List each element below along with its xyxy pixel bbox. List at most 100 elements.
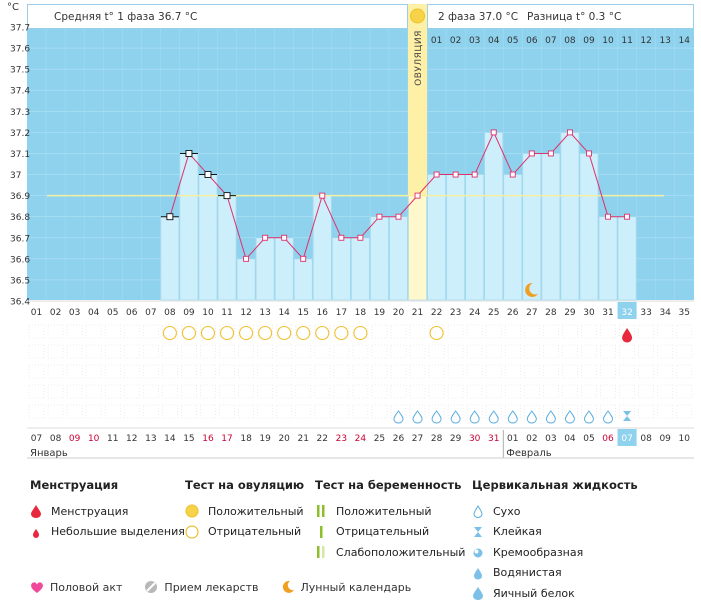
unit-label: °C (7, 2, 19, 13)
temperature-point (204, 171, 212, 178)
symbol-cell (314, 364, 331, 379)
legend-ovulation-test: Тест на овуляцию Положительный Отрицател… (185, 478, 304, 542)
calendar-date-label: 26 (393, 434, 405, 444)
symbol-cell (523, 324, 540, 339)
symbol-cell (581, 344, 597, 359)
y-tick-label: 36.6 (10, 255, 30, 265)
symbol-cell (352, 324, 369, 339)
cycle-day-label: 24 (469, 308, 481, 318)
post-ovulation-day-label: 09 (583, 36, 595, 46)
empty-circle-icon (185, 525, 199, 539)
symbol-cell (466, 384, 483, 399)
cycle-day-label: 02 (50, 308, 61, 318)
temperature-bar (598, 216, 618, 301)
symbol-cell (371, 364, 388, 379)
symbol-cell (333, 384, 350, 399)
fluid-dry-icon (393, 410, 404, 424)
ovulation-test-negative-icon (296, 325, 311, 341)
symbol-cell (581, 324, 597, 339)
calendar-date-label: 18 (240, 434, 252, 444)
symbol-cell (409, 324, 426, 339)
y-tick-label: 37.1 (10, 150, 30, 160)
post-ovulation-day-label: 04 (488, 36, 500, 46)
y-tick-label: 36.9 (10, 192, 30, 202)
legend-cervical-fluid-title: Цервикальная жидкость (472, 478, 638, 492)
ovulation-test-negative-icon (334, 325, 349, 341)
symbol-cell (161, 344, 178, 359)
calendar-date-label: 21 (297, 434, 308, 444)
symbol-cell (600, 384, 616, 399)
symbol-cell (66, 324, 83, 339)
symbol-cell (619, 364, 635, 379)
symbol-cell (333, 404, 350, 419)
post-ovulation-day-label: 12 (640, 36, 651, 46)
symbol-cell (504, 364, 521, 379)
symbol-cell (333, 344, 350, 359)
symbol-cell (142, 364, 159, 379)
legend-spotting-item: Небольшие выделения (30, 522, 185, 543)
fluid-sticky-icon (623, 411, 632, 421)
symbol-cell (447, 344, 464, 359)
temperature-point (338, 234, 345, 241)
symbol-cell (638, 344, 655, 359)
symbol-cell (428, 324, 445, 339)
post-ovulation-day-label: 11 (621, 36, 632, 46)
bbt-chart: Средняя t° 1 фаза 36.7 °C 2 фаза 37.0 °C Р… (7, 2, 694, 459)
calendar-date-label: 05 (583, 434, 594, 444)
temperature-point (566, 129, 573, 136)
symbol-cell (104, 364, 121, 379)
symbol-cell (657, 384, 674, 399)
calendar-date-label: 08 (50, 434, 62, 444)
month-label: Февраль (506, 448, 552, 459)
y-tick-label: 36.8 (10, 213, 30, 223)
y-tick-label: 37.6 (10, 45, 30, 55)
temperature-point (452, 171, 459, 178)
symbol-cell (238, 384, 255, 399)
symbol-cell (390, 364, 407, 379)
symbol-cell (352, 384, 369, 399)
double-bar-icon (317, 505, 325, 518)
temperature-bar (560, 132, 580, 301)
calendar-date-label: 27 (412, 434, 423, 444)
legend-pregnancy-test-title: Тест на беременность (315, 478, 462, 492)
temperature-point (300, 255, 307, 262)
temperature-bar (522, 153, 542, 301)
symbol-cell (523, 364, 540, 379)
cycle-day-label: 21 (412, 308, 423, 318)
symbol-cell (466, 364, 483, 379)
menstruation-icon (622, 328, 633, 343)
temperature-point (433, 171, 440, 178)
legend-ovulation-negative-item: Отрицательный (185, 522, 304, 543)
symbol-cell (390, 344, 407, 359)
temperature-bar (351, 237, 370, 301)
symbol-cell (200, 364, 216, 379)
symbol-cell (581, 404, 597, 419)
cycle-day-label: 30 (583, 308, 595, 318)
legend-menstruation-label: Менструация (51, 504, 129, 518)
cycle-day-label: 06 (126, 308, 138, 318)
temperature-bar (217, 195, 237, 301)
symbol-cell (409, 344, 426, 359)
heart-icon (31, 581, 43, 593)
legend-menstruation-title: Менструация (30, 478, 119, 492)
symbol-cell (276, 344, 293, 359)
symbol-cell (276, 384, 293, 399)
phase1-average: Средняя t° 1 фаза 36.7 °C (54, 11, 197, 23)
symbol-cell (161, 324, 178, 339)
symbol-cell (257, 404, 274, 419)
temperature-point (586, 150, 592, 157)
symbol-cell (542, 384, 559, 399)
phase2-header (427, 4, 694, 29)
post-ovulation-day-label: 05 (507, 36, 518, 46)
calendar-date-label: 16 (202, 434, 214, 444)
symbol-cell (47, 344, 64, 359)
y-tick-label: 37.3 (10, 108, 30, 118)
symbol-cell (371, 384, 388, 399)
legend-fluid-eggwhite-item: Яичный белок (472, 583, 638, 604)
post-ovulation-day-label: 02 (450, 36, 461, 46)
symbol-cell (123, 344, 140, 359)
cycle-day-label: 14 (278, 308, 290, 318)
cycle-day-label: 11 (221, 308, 232, 318)
symbol-cell (314, 344, 331, 359)
fluid-dry-icon (412, 410, 423, 424)
